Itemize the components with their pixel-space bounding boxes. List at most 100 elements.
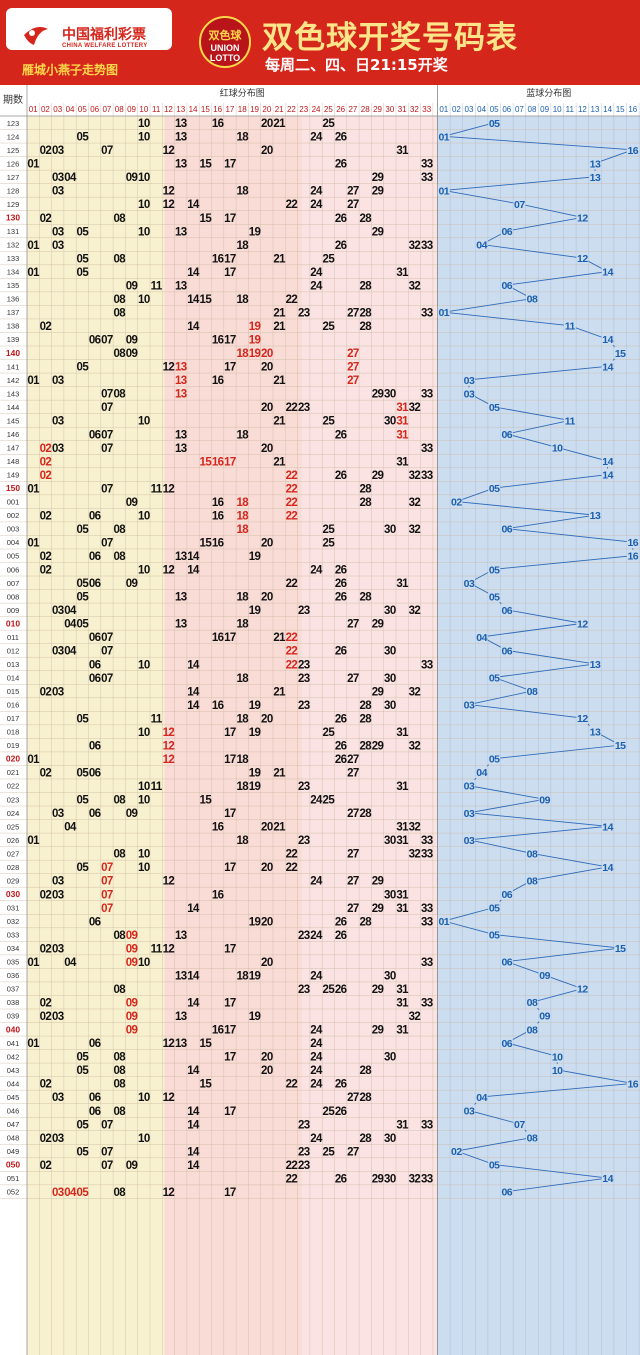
red-ball-number: 03 (52, 1187, 64, 1199)
red-ball-number: 05 (77, 619, 90, 631)
red-ball-number: 26 (335, 565, 347, 577)
blue-ball-number: 05 (489, 754, 500, 766)
red-ball-number: 07 (101, 335, 113, 347)
red-ball-number: 31 (396, 267, 409, 279)
red-column-label: 08 (115, 105, 124, 114)
red-ball-number: 01 (27, 267, 40, 279)
blue-ball-bg (614, 346, 627, 359)
red-ball-number: 06 (89, 1092, 101, 1104)
red-ball-number: 27 (347, 903, 359, 915)
blue-ball-bg (488, 671, 501, 684)
red-ball-number: 31 (396, 145, 409, 157)
red-ball-number: 05 (77, 1146, 90, 1158)
red-ball-number: 23 (298, 659, 310, 671)
period-label: 052 (7, 1188, 20, 1197)
red-ball-number: 18 (236, 673, 249, 685)
blue-ball-number: 03 (464, 781, 475, 793)
blue-ball-number: 05 (489, 1160, 500, 1172)
blue-ball-number: 14 (602, 456, 613, 468)
red-ball-number: 20 (261, 713, 273, 725)
red-ball-number: 25 (323, 253, 336, 265)
red-ball-number: 16 (212, 253, 224, 265)
red-ball-number: 32 (409, 740, 421, 752)
red-ball-number: 05 (77, 524, 90, 536)
red-ball-number: 22 (286, 1173, 298, 1185)
red-ball-number: 05 (77, 1187, 90, 1199)
red-ball-number: 09 (126, 998, 138, 1010)
red-column-label: 26 (336, 105, 345, 114)
red-ball-number: 31 (396, 456, 409, 468)
red-ball-number: 19 (249, 551, 261, 563)
period-label: 128 (7, 186, 20, 195)
blue-ball-number: 12 (577, 618, 588, 630)
red-ball-number: 07 (101, 632, 113, 644)
blue-column-label: 10 (553, 105, 562, 114)
blue-ball-bg (526, 996, 538, 1009)
red-ball-number: 02 (40, 321, 52, 333)
red-ball-number: 03 (52, 1133, 64, 1145)
blue-ball-bg (500, 887, 513, 900)
red-ball-number: 17 (224, 253, 236, 265)
red-ball-number: 01 (27, 375, 40, 387)
blue-ball-bg (601, 860, 614, 873)
period-label: 150 (6, 483, 20, 493)
red-ball-number: 19 (249, 768, 261, 780)
blue-ball-number: 05 (489, 118, 500, 130)
red-ball-number: 30 (384, 1133, 396, 1145)
red-ball-number: 06 (89, 335, 101, 347)
red-ball-number: 15 (200, 456, 213, 468)
red-ball-number: 12 (163, 727, 175, 739)
red-ball-number: 33 (421, 849, 433, 861)
red-ball-number: 17 (224, 632, 236, 644)
blue-ball-bg (526, 292, 538, 305)
red-ball-number: 19 (249, 700, 261, 712)
red-ball-number: 10 (138, 727, 150, 739)
red-ball-number: 13 (175, 159, 187, 171)
red-ball-number: 27 (347, 375, 359, 387)
blue-ball-bg (500, 955, 513, 968)
blue-ball-bg (500, 279, 513, 292)
red-column-label: 19 (250, 105, 259, 114)
red-ball-number: 04 (64, 957, 77, 969)
red-ball-number: 14 (187, 321, 200, 333)
red-ball-number: 28 (359, 713, 372, 725)
red-ball-number: 19 (249, 335, 261, 347)
blue-ball-number: 08 (527, 1024, 538, 1036)
blue-ball-number: 08 (527, 1133, 538, 1145)
blue-ball-bg (626, 1077, 639, 1090)
red-ball-number: 01 (27, 1038, 40, 1050)
red-ball-number: 13 (175, 280, 187, 292)
red-ball-number: 07 (101, 443, 113, 455)
red-ball-number: 32 (409, 524, 421, 536)
period-label: 139 (7, 335, 20, 344)
red-ball-number: 21 (273, 456, 286, 468)
red-ball-number: 09 (126, 335, 138, 347)
red-ball-number: 06 (89, 916, 101, 928)
blue-ball-number: 05 (489, 402, 500, 414)
blue-column-label: 02 (452, 105, 461, 114)
red-ball-number: 31 (396, 822, 409, 834)
red-ball-number: 16 (212, 632, 224, 644)
red-ball-number: 05 (77, 132, 90, 144)
red-ball-number: 31 (396, 727, 409, 739)
red-ball-number: 10 (138, 795, 150, 807)
period-label: 010 (6, 618, 20, 628)
blue-ball-bg (601, 265, 614, 278)
blue-column-label: 09 (540, 105, 549, 114)
red-ball-number: 22 (286, 199, 298, 211)
red-ball-number: 20 (261, 1065, 273, 1077)
blue-ball-number: 15 (615, 348, 626, 360)
blue-ball-bg (475, 766, 488, 779)
blue-ball-bg (551, 441, 564, 454)
period-label: 046 (7, 1106, 20, 1115)
red-ball-number: 20 (261, 1052, 273, 1064)
red-ball-number: 29 (372, 470, 384, 482)
blue-section-label: 蓝球分布图 (526, 87, 571, 99)
blue-ball-bg (589, 509, 601, 522)
red-ball-number: 31 (396, 429, 409, 441)
blue-ball-bg (475, 630, 488, 643)
red-ball-number: 08 (113, 1079, 126, 1091)
red-column-label: 03 (53, 105, 62, 114)
red-ball-number: 26 (335, 1173, 347, 1185)
red-ball-number: 12 (163, 740, 175, 752)
